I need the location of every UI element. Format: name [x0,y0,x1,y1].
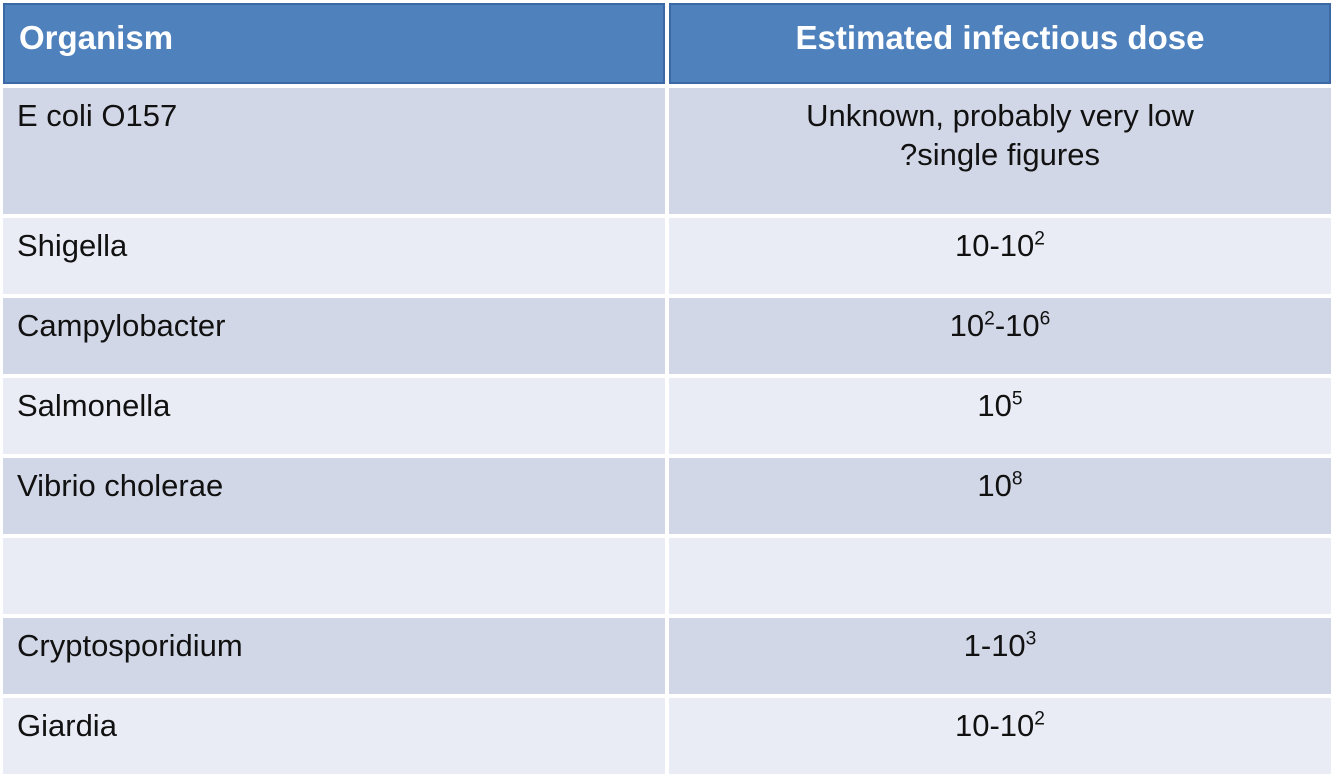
organism-cell: Campylobacter [3,298,665,374]
dose-cell: 1-103 [669,618,1331,694]
dose-cell [669,538,1331,614]
organism-cell: E coli O157 [3,88,665,214]
dose-text: 1-10 [963,628,1026,663]
organism-cell: Shigella [3,218,665,294]
dose-cell: 105 [669,378,1331,454]
organism-cell [3,538,665,614]
dose-exponent: 5 [1011,388,1023,410]
dose-exponent: 3 [1025,628,1037,650]
dose-exponent: 2 [984,308,995,330]
organism-cell: Giardia [3,698,665,774]
dose-text: 10 [949,308,985,343]
dose-cell: 10-102 [669,218,1331,294]
column-header-organism: Organism [3,3,665,84]
organism-cell: Vibrio cholerae [3,458,665,534]
column-header-estimated-infectious-dose: Estimated infectious dose [669,3,1331,84]
dose-cell: 108 [669,458,1331,534]
dose-text: 10 [977,388,1012,423]
dose-exponent: 2 [1034,708,1045,730]
dose-text: 10-10 [955,228,1035,263]
dose-text: ?single figures [900,137,1100,173]
dose-exponent: 8 [1011,468,1023,490]
dose-cell: 10-102 [669,698,1331,774]
dose-exponent: 6 [1039,308,1051,330]
dose-text: -10 [994,308,1040,343]
organism-cell: Salmonella [3,378,665,454]
dose-cell: Unknown, probably very low ?single figure… [669,88,1331,214]
dose-text: 10 [977,468,1012,503]
organism-cell: Cryptosporidium [3,618,665,694]
dose-text: 10-10 [955,708,1035,743]
dose-exponent: 2 [1034,228,1045,250]
dose-text: Unknown, probably very low [806,98,1194,133]
dose-cell: 102-106 [669,298,1331,374]
